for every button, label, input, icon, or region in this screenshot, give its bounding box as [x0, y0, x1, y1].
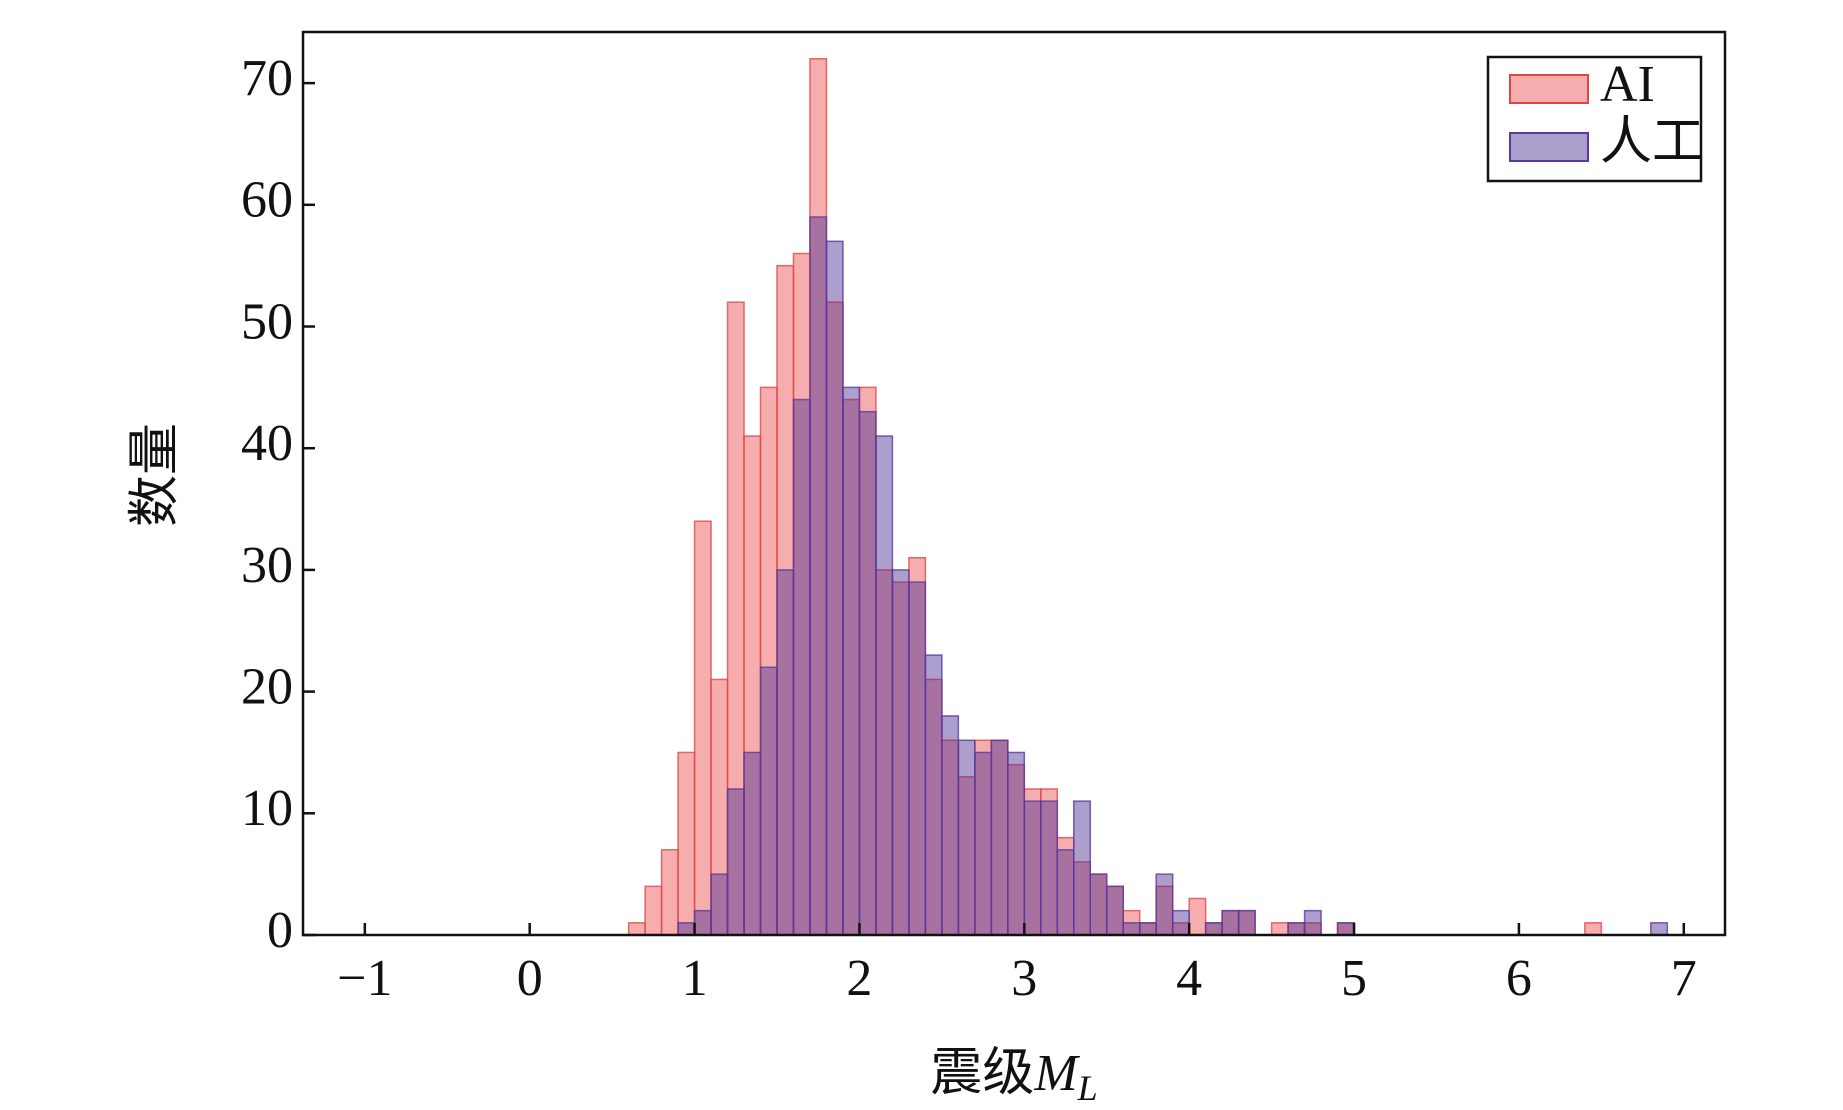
x-tick-label: 2	[846, 950, 872, 1007]
bar	[924, 654, 943, 936]
bar	[891, 569, 910, 936]
bar	[1007, 751, 1026, 936]
bar	[693, 909, 712, 936]
bar	[1138, 922, 1157, 936]
bar	[726, 788, 745, 936]
bar	[627, 922, 646, 936]
y-tick-label: 30	[241, 537, 293, 594]
legend-swatch	[1509, 74, 1589, 104]
y-tick-label: 60	[241, 172, 293, 229]
bar	[1204, 922, 1223, 936]
y-tick-label: 50	[241, 293, 293, 350]
x-tick-label: 7	[1671, 950, 1697, 1007]
bar	[858, 410, 877, 936]
bar	[1303, 909, 1322, 936]
legend-swatch	[1509, 132, 1589, 162]
x-axis-label-symbol: M	[1033, 1045, 1080, 1102]
bar	[809, 216, 828, 936]
bar	[842, 386, 861, 936]
bar	[957, 739, 976, 936]
y-tick-label: 10	[241, 780, 293, 837]
bar	[1040, 800, 1059, 936]
bar	[644, 885, 663, 936]
bar	[710, 873, 729, 936]
x-tick-label: 6	[1506, 950, 1532, 1007]
bar	[677, 751, 696, 936]
bar	[875, 435, 894, 936]
x-tick-label: 4	[1176, 950, 1202, 1007]
bar	[759, 666, 778, 936]
bar	[1287, 922, 1306, 936]
bar	[974, 751, 993, 936]
y-tick-label: 0	[267, 902, 293, 959]
bar	[825, 240, 844, 936]
bar	[792, 398, 811, 936]
bar	[1237, 909, 1256, 936]
x-axis-label-text: 震级	[930, 1045, 1034, 1102]
x-tick-label: 0	[517, 950, 543, 1007]
x-tick-label: −1	[337, 950, 392, 1007]
bar	[1089, 873, 1108, 936]
legend-label: AI	[1600, 56, 1655, 113]
y-tick-label: 70	[241, 50, 293, 107]
x-tick-label: 1	[682, 950, 708, 1007]
y-tick-label: 40	[241, 415, 293, 472]
bar	[1221, 909, 1240, 936]
bar	[1171, 909, 1190, 936]
bar	[776, 569, 795, 936]
bar	[743, 751, 762, 936]
legend-label: 人工	[1600, 114, 1704, 171]
bar	[1650, 922, 1669, 936]
bar	[1122, 922, 1141, 936]
x-axis-label: 震级ML	[930, 1045, 1097, 1108]
y-tick-label: 20	[241, 659, 293, 716]
bar	[908, 581, 927, 936]
bar	[1105, 885, 1124, 936]
bar	[1023, 800, 1042, 936]
bar	[1073, 800, 1092, 936]
bar	[1188, 897, 1207, 936]
bar	[1056, 849, 1075, 936]
bar	[1155, 873, 1174, 936]
x-tick-label: 5	[1341, 950, 1367, 1007]
bar	[1336, 922, 1355, 936]
bar	[1584, 922, 1603, 936]
plot-frame	[301, 30, 1727, 937]
bar	[990, 739, 1009, 936]
bar	[693, 520, 712, 936]
y-axis-label: 数量	[127, 423, 184, 527]
bar	[660, 849, 679, 936]
bar	[1270, 922, 1289, 936]
x-axis-label-subscript: L	[1077, 1068, 1098, 1108]
x-tick-label: 3	[1011, 950, 1037, 1007]
bar	[941, 715, 960, 936]
bar	[677, 922, 696, 936]
